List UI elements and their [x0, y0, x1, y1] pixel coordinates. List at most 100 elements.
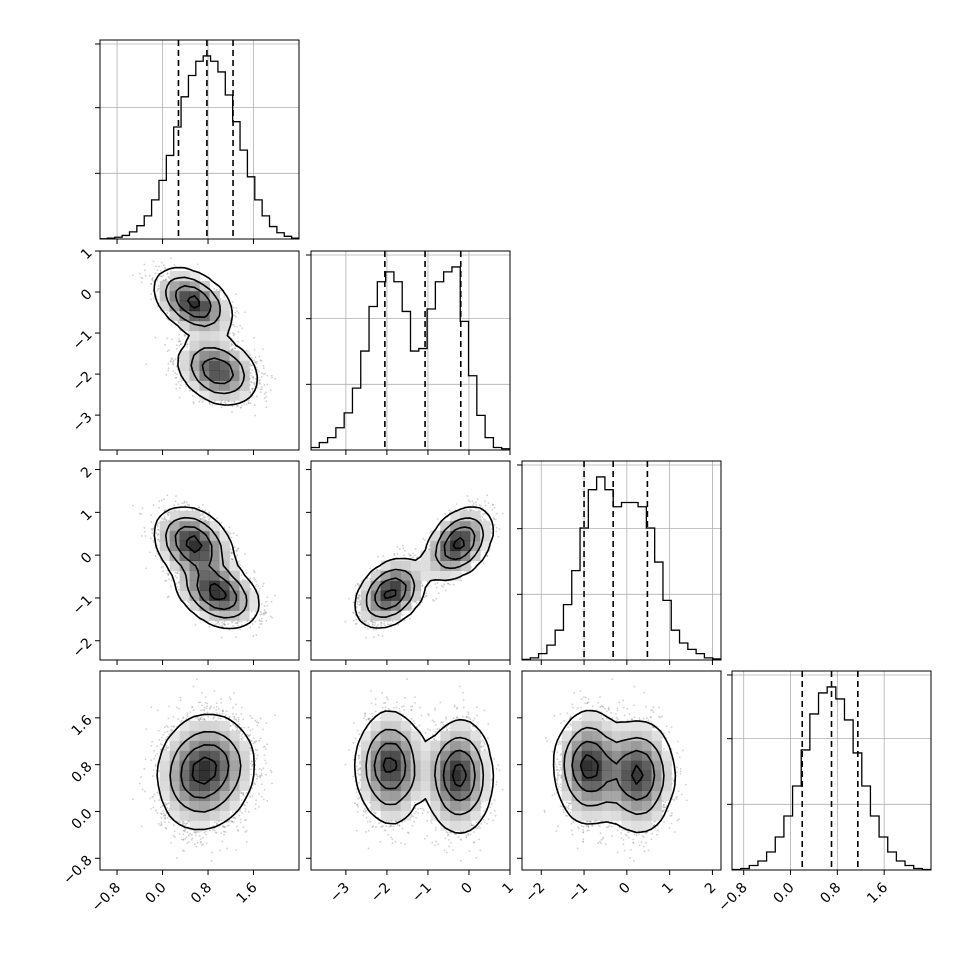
scatter-point: [250, 749, 252, 752]
scatter-point: [250, 773, 252, 776]
scatter-point: [436, 582, 439, 585]
scatter-point: [258, 587, 261, 590]
scatter-point: [460, 579, 463, 582]
scatter-point: [436, 728, 439, 730]
scatter-point: [236, 622, 239, 625]
scatter-point: [227, 824, 230, 827]
scatter-point: [206, 705, 209, 708]
scatter-point: [224, 826, 226, 829]
density-cell: [179, 590, 191, 601]
scatter-point: [153, 749, 156, 752]
scatter-point: [413, 801, 416, 804]
scatter-point: [244, 810, 247, 813]
scatter-point: [355, 622, 358, 625]
scatter-point: [185, 343, 188, 346]
scatter-point: [620, 837, 623, 840]
density-cell: [611, 810, 622, 821]
scatter-point: [210, 859, 213, 862]
scatter-point: [186, 712, 189, 714]
scatter-point: [254, 768, 257, 771]
scatter-point: [271, 616, 273, 619]
scatter-point: [551, 750, 554, 753]
scatter-point: [140, 281, 143, 284]
scatter-point: [588, 820, 591, 823]
scatter-point: [409, 554, 412, 557]
scatter-point: [198, 719, 200, 722]
density-cell: [591, 780, 603, 791]
scatter-point: [170, 324, 173, 326]
scatter-point: [632, 859, 635, 862]
density-cell: [571, 770, 583, 781]
scatter-point: [184, 824, 187, 827]
scatter-point: [584, 702, 587, 705]
scatter-point: [608, 706, 610, 709]
scatter-point: [344, 763, 347, 766]
scatter-point: [235, 550, 238, 552]
scatter-point: [162, 279, 165, 282]
scatter-point: [256, 775, 259, 778]
scatter-point: [465, 836, 468, 839]
scatter-point: [638, 717, 641, 719]
scatter-point: [602, 717, 605, 720]
panel-frame: [99, 39, 300, 240]
scatter-point: [567, 804, 570, 807]
scatter-point: [645, 717, 648, 719]
density-cell: [480, 770, 491, 781]
scatter-point: [676, 766, 678, 769]
scatter-point: [627, 836, 630, 839]
scatter-point: [567, 802, 570, 805]
scatter-point: [395, 706, 398, 709]
density-cell: [631, 820, 642, 831]
density-cell: [199, 340, 210, 351]
scatter-point: [231, 347, 234, 350]
scatter-point: [237, 340, 239, 343]
scatter-point: [421, 812, 424, 815]
density-cell: [189, 270, 200, 282]
density-cell: [460, 530, 471, 542]
scatter-point: [598, 825, 601, 828]
scatter-point: [600, 838, 603, 841]
density-cell: [159, 780, 171, 791]
scatter-point: [260, 622, 263, 625]
density-cell: [460, 540, 471, 552]
scatter-point: [236, 727, 239, 730]
scatter-point: [462, 509, 465, 512]
scatter-point: [191, 395, 194, 397]
scatter-point: [182, 838, 185, 841]
scatter-point: [572, 821, 575, 823]
scatter-point: [237, 720, 240, 723]
scatter-point: [462, 706, 465, 709]
scatter-point: [167, 511, 170, 514]
scatter-point: [490, 528, 493, 531]
scatter-point: [383, 622, 385, 625]
scatter-point: [262, 798, 265, 801]
panel-content: [131, 494, 276, 639]
scatter-point: [413, 722, 416, 725]
scatter-point: [157, 822, 160, 825]
scatter-point: [486, 555, 489, 557]
scatter-point: [149, 537, 152, 540]
scatter-point: [465, 716, 468, 718]
density-cell: [450, 810, 461, 821]
density-cell: [571, 730, 583, 742]
scatter-point: [177, 503, 180, 506]
density-cell: [179, 530, 191, 542]
scatter-point: [236, 554, 239, 556]
density-cell: [239, 590, 250, 601]
scatter-point: [478, 504, 481, 506]
density-cell: [239, 390, 250, 401]
scatter-point: [148, 797, 151, 800]
scatter-point: [649, 716, 652, 718]
density-cell: [169, 280, 181, 292]
scatter-point: [494, 814, 497, 817]
scatter-point: [404, 696, 407, 699]
scatter-point: [163, 509, 166, 512]
scatter-point: [252, 375, 255, 378]
scatter-point: [412, 552, 414, 555]
density-cell: [169, 780, 181, 791]
scatter-point: [475, 504, 478, 506]
scatter-point: [362, 810, 365, 813]
scatter-point: [566, 815, 568, 817]
scatter-point: [363, 713, 366, 715]
density-cell: [480, 790, 491, 801]
